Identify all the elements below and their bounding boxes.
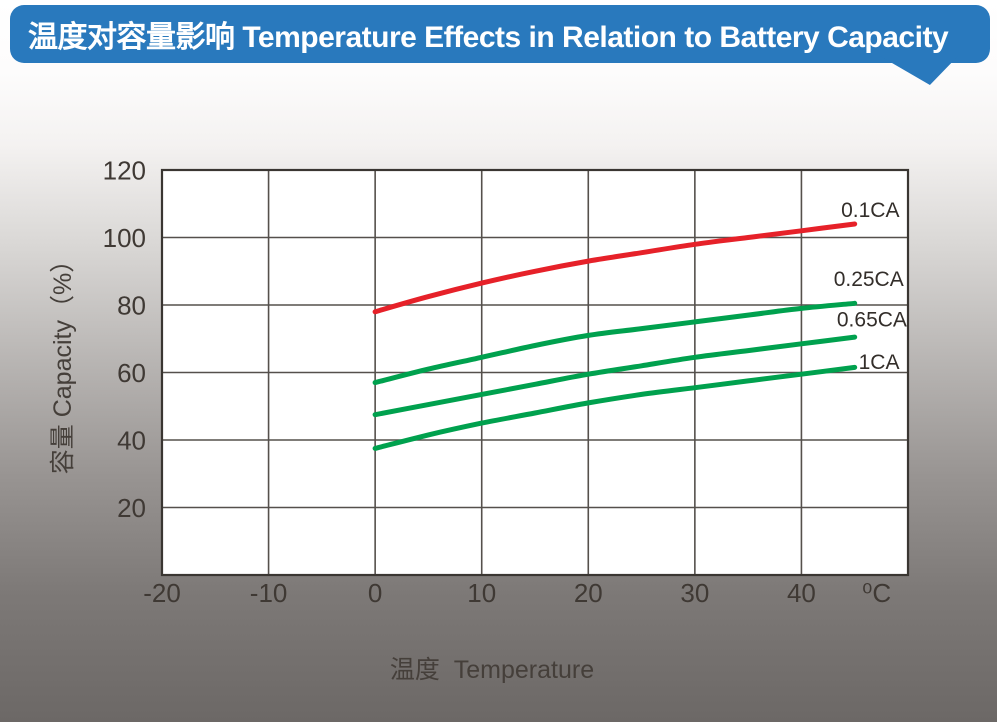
x-tick-label: -20 — [143, 578, 181, 608]
y-tick-label: 100 — [103, 223, 146, 253]
curve-label-0.25CA: 0.25CA — [834, 268, 904, 291]
y-tick-label: 20 — [117, 493, 146, 523]
title-banner: 温度对容量影响 Temperature Effects in Relation … — [10, 5, 990, 63]
x-tick-label: 0 — [368, 578, 382, 608]
y-tick-label: 40 — [117, 426, 146, 456]
curve-0.25CA — [372, 300, 858, 386]
y-tick-label: 60 — [117, 358, 146, 388]
y-tick-label: 120 — [103, 156, 146, 186]
curve-label-0.1CA: 0.1CA — [841, 199, 899, 222]
x-tick-label: 30 — [680, 578, 709, 608]
curve-1CA — [372, 364, 858, 451]
x-axis-title: 温度 Temperature — [389, 656, 595, 684]
x-tick-label: 40 — [787, 578, 816, 608]
curve-label-1CA: 1CA — [859, 351, 900, 374]
curve-label-0.65CA: 0.65CA — [837, 309, 907, 332]
y-axis-title: 容量 Capacity（%） — [49, 247, 77, 475]
curve-0.1CA — [372, 221, 858, 315]
x-axis-unit-label: ⁰C — [862, 578, 892, 608]
x-tick-label: 10 — [467, 578, 496, 608]
y-tick-label: 80 — [117, 291, 146, 321]
plot-border — [160, 168, 910, 577]
page-title: 温度对容量影响 Temperature Effects in Relation … — [28, 21, 949, 54]
x-tick-label: 20 — [574, 578, 603, 608]
curve-0.65CA — [372, 334, 858, 418]
x-tick-label: -10 — [250, 578, 288, 608]
